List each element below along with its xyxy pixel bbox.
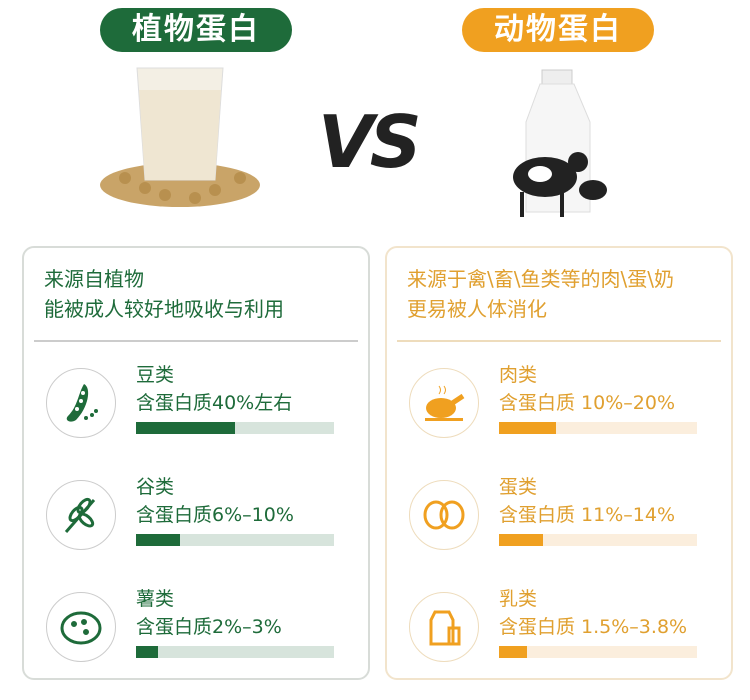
item-protein: 含蛋白质 1.5%–3.8% [499,616,688,638]
list-item-meat: 肉类 含蛋白质 10%–20% [387,358,731,458]
item-name: 肉类 [499,364,538,386]
plant-protein-title: 植物蛋白 [100,8,292,52]
list-item-eggs: 蛋类 含蛋白质 11%–14% [387,470,731,570]
plant-desc-line: 能被成人较好地吸收与利用 [44,297,284,321]
animal-protein-title: 动物蛋白 [462,8,654,52]
item-protein: 含蛋白质2%–3% [136,616,282,638]
divider [397,340,721,342]
animal-desc-line: 更易被人体消化 [407,297,547,321]
item-protein: 含蛋白质40%左右 [136,392,293,414]
list-item-tubers: 薯类 含蛋白质2%–3% [24,582,368,682]
plant-protein-panel: 来源自植物 能被成人较好地吸收与利用 豆类 含蛋白质40%左右 谷类 含蛋白质6… [22,246,370,680]
plant-description: 来源自植物 能被成人较好地吸收与利用 [24,248,368,324]
milk-carton-icon [409,592,479,662]
protein-bar [499,534,697,546]
list-item-dairy: 乳类 含蛋白质 1.5%–3.8% [387,582,731,682]
list-item-beans: 豆类 含蛋白质40%左右 [24,358,368,458]
item-name: 乳类 [499,588,538,610]
roast-chicken-icon [409,368,479,438]
protein-bar-fill [499,422,557,434]
eggs-icon [409,480,479,550]
protein-bar-fill [499,646,527,658]
item-protein: 含蛋白质 11%–14% [499,504,676,526]
potato-icon [46,592,116,662]
item-name: 薯类 [136,588,175,610]
wheat-icon [46,480,116,550]
protein-bar [499,646,697,658]
item-name: 豆类 [136,364,175,386]
animal-protein-panel: 来源于禽\畜\鱼类等的肉\蛋\奶 更易被人体消化 肉类 含蛋白质 10%–20%… [385,246,733,680]
protein-bar-fill [136,534,180,546]
plant-desc-line: 来源自植物 [44,267,144,291]
milk-cows-image [513,69,607,217]
item-protein: 含蛋白质 10%–20% [499,392,676,414]
animal-desc-line: 来源于禽\畜\鱼类等的肉\蛋\奶 [407,267,674,291]
protein-bar-fill [499,534,543,546]
protein-bar [499,422,697,434]
item-name: 蛋类 [499,476,538,498]
bean-pod-icon [46,368,116,438]
item-protein: 含蛋白质6%–10% [136,504,294,526]
protein-bar [136,646,334,658]
protein-bar-fill [136,422,235,434]
list-item-grains: 谷类 含蛋白质6%–10% [24,470,368,570]
protein-bar [136,534,334,546]
animal-description: 来源于禽\畜\鱼类等的肉\蛋\奶 更易被人体消化 [387,248,731,324]
protein-bar-fill [136,646,158,658]
divider [34,340,358,342]
soy-milk-image [100,67,260,207]
vs-label: VS [318,100,422,184]
item-name: 谷类 [136,476,175,498]
protein-bar [136,422,334,434]
